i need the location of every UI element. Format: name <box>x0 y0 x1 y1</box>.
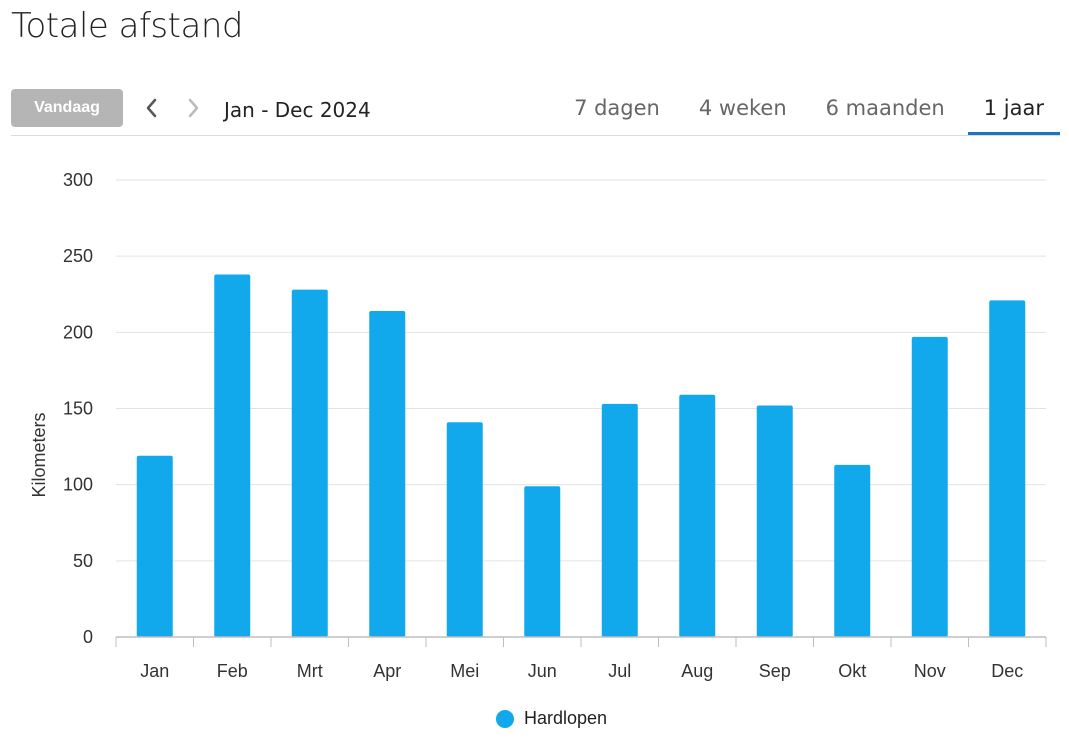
x-tick-label: Dec <box>991 661 1023 681</box>
previous-period-button[interactable] <box>137 93 167 123</box>
next-period-button[interactable] <box>178 93 208 123</box>
date-toolbar: Vandaag Jan - Dec 2024 7 dagen 4 weken 6… <box>11 89 1060 136</box>
tab-6-months[interactable]: 6 maanden <box>825 96 945 120</box>
x-tick-label: Nov <box>914 661 946 681</box>
y-tick-label: 200 <box>63 322 93 342</box>
legend-marker[interactable] <box>495 709 514 728</box>
bar-dec[interactable] <box>989 300 1026 637</box>
today-button[interactable]: Vandaag <box>11 89 123 127</box>
y-tick-label: 100 <box>63 475 93 495</box>
y-tick-label: 300 <box>63 170 93 190</box>
y-tick-label: 0 <box>83 627 93 647</box>
y-axis-ticks: 0 50 100 150 200 250 300 <box>63 170 93 647</box>
bar-sep[interactable] <box>756 405 793 637</box>
tab-4-weeks[interactable]: 4 weken <box>698 96 787 120</box>
x-tick-label: Mei <box>450 661 479 681</box>
bar-chart: 0 50 100 150 200 250 300 Kilometers Jan Feb Mrt A… <box>29 170 1047 681</box>
period-tabs: 7 dagen 4 weken 6 maanden 1 jaar <box>551 89 1060 135</box>
x-tick-label: Sep <box>759 661 791 681</box>
tab-1-year[interactable]: 1 jaar <box>967 89 1060 135</box>
x-tick-label: Aug <box>681 661 713 681</box>
x-tick-label: Apr <box>373 661 401 681</box>
y-tick-label: 50 <box>73 551 93 571</box>
x-tick-label: Feb <box>217 661 248 681</box>
chevron-right-icon <box>188 98 199 118</box>
bar-aug[interactable] <box>679 394 716 637</box>
chart-grid <box>116 179 1046 562</box>
chevron-left-icon <box>146 98 157 118</box>
bar-jun[interactable] <box>524 486 561 637</box>
bar-feb[interactable] <box>214 274 251 637</box>
legend-label[interactable]: Hardlopen <box>523 708 608 728</box>
bar-jan[interactable] <box>136 455 173 637</box>
date-range-label: Jan - Dec 2024 <box>224 98 371 122</box>
x-tick-label: Jan <box>140 661 169 681</box>
chart-legend: Hardlopen <box>0 708 1069 729</box>
bar-mei[interactable] <box>446 422 483 637</box>
page-title: Totale afstand <box>11 6 243 46</box>
bar-mrt[interactable] <box>291 289 328 637</box>
x-tick-label: Jun <box>528 661 557 681</box>
bar-jul[interactable] <box>601 403 638 637</box>
y-tick-label: 250 <box>63 246 93 266</box>
x-axis: Jan Feb Mrt Apr Mei Jun Jul Aug Sep Okt Nov Dec <box>115 636 1047 681</box>
bar-nov[interactable] <box>911 336 948 637</box>
y-axis-label: Kilometers <box>29 412 49 497</box>
bar-apr[interactable] <box>369 311 406 637</box>
x-tick-label: Okt <box>838 661 866 681</box>
tab-7-days[interactable]: 7 dagen <box>574 96 660 120</box>
y-tick-label: 150 <box>63 399 93 419</box>
bar-okt[interactable] <box>834 464 871 637</box>
x-tick-label: Jul <box>608 661 631 681</box>
chart-bars <box>136 274 1026 637</box>
x-tick-label: Mrt <box>297 661 323 681</box>
